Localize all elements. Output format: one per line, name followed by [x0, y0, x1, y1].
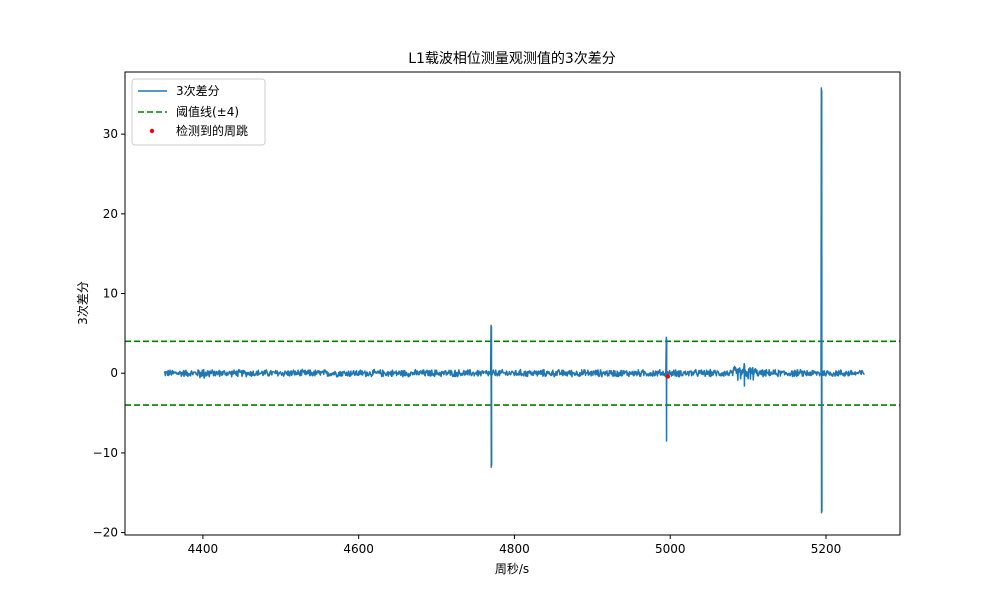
- axes-frame: [124, 71, 901, 536]
- x-tick-label: 5200: [811, 542, 842, 556]
- x-tick-label: 4400: [188, 542, 219, 556]
- detected-point: [665, 374, 671, 379]
- legend-label-detected: 检测到的周跳: [176, 123, 248, 138]
- y-tick-label: 0: [110, 366, 118, 380]
- legend-marker-detected: [149, 128, 155, 134]
- y-tick-label: 30: [103, 127, 118, 141]
- y-tick-label: 10: [103, 287, 118, 301]
- x-axis: 4400 4600 4800 5000 5200: [188, 535, 842, 556]
- y-tick-label: 20: [103, 207, 118, 221]
- series-line: [163, 87, 865, 514]
- x-tick-label: 4600: [343, 542, 374, 556]
- chart-title: L1载波相位测量观测值的3次差分: [408, 51, 616, 67]
- y-tick-label: −20: [93, 526, 118, 540]
- y-tick-label: −10: [93, 446, 118, 460]
- plot-area: [125, 87, 900, 514]
- legend: 3次差分 阈值线(±4) 检测到的周跳: [131, 78, 266, 146]
- x-axis-label: 周秒/s: [495, 562, 529, 576]
- y-axis: −20 −10 0 10 20 30: [93, 127, 125, 540]
- legend-label-threshold: 阈值线(±4): [176, 104, 239, 119]
- y-axis-label: 3次差分: [76, 281, 90, 325]
- x-tick-label: 5000: [655, 542, 686, 556]
- x-tick-label: 4800: [499, 542, 530, 556]
- legend-label-series: 3次差分: [176, 84, 220, 98]
- legend-box: [131, 78, 266, 146]
